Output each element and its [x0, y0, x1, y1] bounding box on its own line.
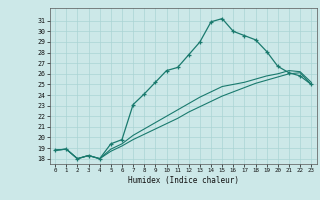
X-axis label: Humidex (Indice chaleur): Humidex (Indice chaleur): [128, 176, 239, 185]
